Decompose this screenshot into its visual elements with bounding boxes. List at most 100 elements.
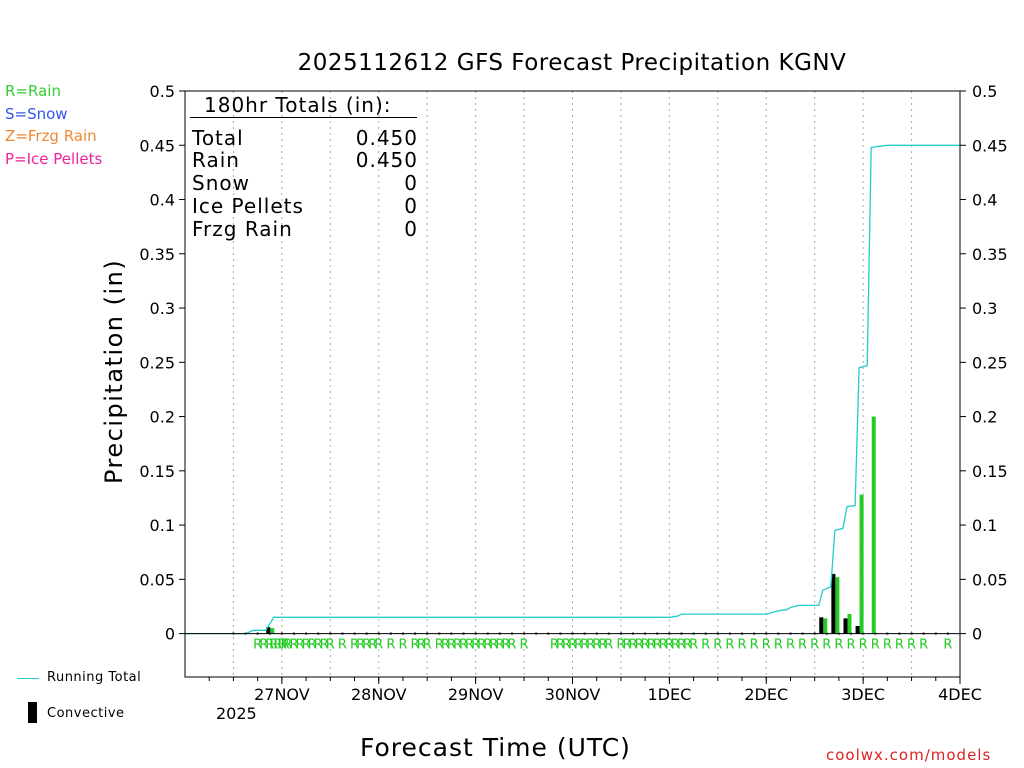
y-tick-label-right: 0.2 <box>972 408 997 427</box>
ptype-marker-rain: R <box>683 638 692 653</box>
x-tick-label: 3DEC <box>841 685 885 704</box>
ptype-marker-rain: R <box>296 638 305 653</box>
ptype-marker-rain: R <box>520 638 529 653</box>
ptype-marker-rain: R <box>253 638 262 653</box>
totals-label-snow: Snow <box>192 171 250 195</box>
rain-bar <box>270 628 275 634</box>
ptype-marker-rain: R <box>417 638 426 653</box>
legend-ice-pellets: P=Ice Pellets <box>5 150 103 168</box>
convective-bar <box>819 617 824 634</box>
ptype-marker-rain: R <box>320 638 329 653</box>
convective-legend-label: Convective <box>47 706 125 721</box>
totals-header-underline <box>190 117 417 118</box>
ptype-marker-rain: R <box>562 638 571 653</box>
ptype-marker-rain: R <box>750 638 759 653</box>
ptype-marker-rain: R <box>411 638 420 653</box>
ptype-marker-rain: R <box>846 638 855 653</box>
axes <box>179 90 966 684</box>
ptype-marker-rain: R <box>592 638 601 653</box>
totals-label-ice-pellets: Ice Pellets <box>192 194 304 218</box>
ptype-marker-rain: R <box>362 638 371 653</box>
ptype-marker-rain: R <box>822 638 831 653</box>
ptype-marker-rain: R <box>919 638 928 653</box>
y-tick-label-right: 0.05 <box>972 570 1008 589</box>
ptype-marker-rain: R <box>586 638 595 653</box>
ptype-marker-rain: R <box>907 638 916 653</box>
ptype-marker-rain: R <box>834 638 843 653</box>
ptype-marker-rain: R <box>671 638 680 653</box>
y-tick-label-right: 0.3 <box>972 299 997 318</box>
ptype-marker-rain: R <box>635 638 644 653</box>
ptype-marker-rain: R <box>568 638 577 653</box>
convective-legend-swatch <box>28 702 37 723</box>
year-label: 2025 <box>216 704 257 723</box>
ptype-marker-rain: R <box>550 638 559 653</box>
ptype-marker-rain: R <box>762 638 771 653</box>
ptype-marker-rain: R <box>598 638 607 653</box>
chart-title: 2025112612 GFS Forecast Precipitation KG… <box>297 50 847 76</box>
ptype-marker-rain: R <box>501 638 510 653</box>
x-tick-label: 4DEC <box>938 685 982 704</box>
y-tick-label-left: 0.4 <box>150 191 175 210</box>
ptype-marker-rain: R <box>883 638 892 653</box>
totals-label-freezing-rain: Frzg Rain <box>192 217 293 241</box>
ptype-marker-rain: R <box>281 638 290 653</box>
y-tick-label-left: 0.2 <box>150 408 175 427</box>
totals-value-total: 0.450 <box>355 126 418 150</box>
ptype-marker-rain: R <box>308 638 317 653</box>
running-total-legend-swatch <box>17 678 39 679</box>
totals-label-total: Total <box>192 126 244 150</box>
ptype-marker-rain: R <box>350 638 359 653</box>
y-tick-label-left: 0.05 <box>139 570 175 589</box>
y-tick-label-right: 0.4 <box>972 191 997 210</box>
ptype-marker-rain: R <box>386 638 395 653</box>
ptype-marker-rain: R <box>435 638 444 653</box>
convective-bar <box>855 625 860 634</box>
ptype-marker-rain: R <box>477 638 486 653</box>
ptype-marker-rain: R <box>495 638 504 653</box>
ptype-marker-rain: R <box>810 638 819 653</box>
y-axis-label: Precipitation (in) <box>100 258 128 484</box>
totals-label-rain: Rain <box>192 148 240 172</box>
y-tick-label-right: 0.35 <box>972 245 1008 264</box>
ptype-marker-rain: R <box>326 638 335 653</box>
ptype-marker-rain: R <box>265 638 274 653</box>
ptype-marker-rain: R <box>489 638 498 653</box>
ptype-marker-rain: R <box>273 638 282 653</box>
ptype-marker-rain: R <box>556 638 565 653</box>
ptype-marker-rain: R <box>441 638 450 653</box>
x-tick-label: 28NOV <box>351 685 407 704</box>
y-tick-label-right: 0.45 <box>972 136 1008 155</box>
ptype-marker-rain: R <box>259 638 268 653</box>
ptype-marker-rain: R <box>338 638 347 653</box>
rain-bar <box>835 577 840 634</box>
running-total-layer <box>185 144 960 635</box>
totals-value-rain: 0.450 <box>355 148 418 172</box>
ptype-marker-rain: R <box>629 638 638 653</box>
convective-bar <box>831 573 836 634</box>
y-tick-label-left: 0.5 <box>150 82 175 101</box>
x-tick-label: 30NOV <box>545 685 601 704</box>
ptype-marker-rain: R <box>653 638 662 653</box>
ptype-marker-rain: R <box>483 638 492 653</box>
ptype-marker-rain: R <box>859 638 868 653</box>
ptype-marker-rain: R <box>895 638 904 653</box>
ptype-marker-rain: R <box>507 638 516 653</box>
ptype-marker-rain: R <box>374 638 383 653</box>
y-tick-label-left: 0.1 <box>150 516 175 535</box>
ptype-marker-rain: R <box>574 638 583 653</box>
ptype-marker-rain: R <box>283 638 292 653</box>
y-tick-label-left: 0.35 <box>139 245 175 264</box>
x-tick-label: 1DEC <box>647 685 691 704</box>
totals-value-ice-pellets: 0 <box>404 194 418 218</box>
running-total-legend-label: Running Total <box>47 670 142 685</box>
ptype-marker-rain: R <box>398 638 407 653</box>
ptype-marker-rain: R <box>871 638 880 653</box>
ptype-marker-rain: R <box>641 638 650 653</box>
rain-bar <box>871 416 876 634</box>
y-tick-label-left: 0.3 <box>150 299 175 318</box>
ptype-marker-rain: R <box>701 638 710 653</box>
convective-bar <box>266 627 271 634</box>
